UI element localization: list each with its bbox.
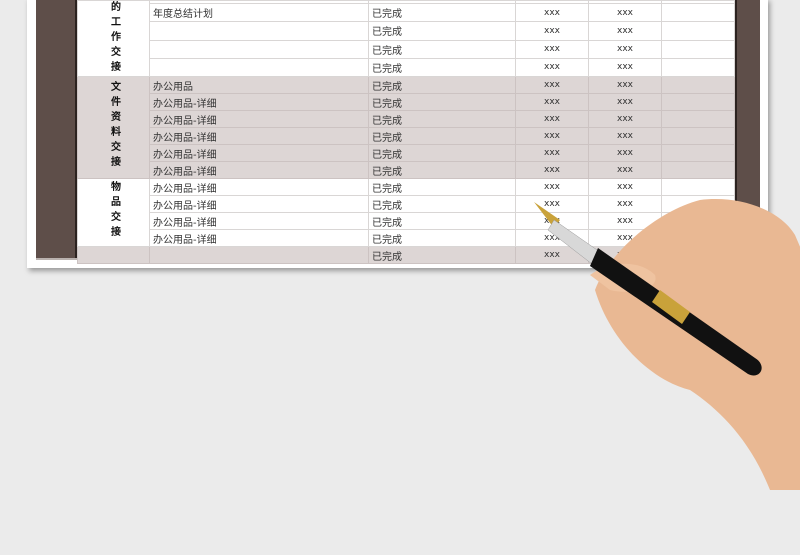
item-cell[interactable]: 办公用品-详细	[149, 178, 369, 196]
handover-table: 的工作交接 年度总结计划 已完成 xxx xxx 已完成 xxx xxx 已完成 xxx xxx 已完…	[77, 0, 735, 264]
item-cell[interactable]: 办公用品-详细	[149, 127, 369, 145]
table-row: 文件资料交接 办公用品 已完成 xxx xxx	[77, 76, 735, 179]
status-cell[interactable]: 已完成	[368, 21, 516, 41]
value-cell[interactable]: xxx	[588, 93, 662, 111]
value-cell[interactable]: xxx	[588, 127, 662, 145]
item-cell[interactable]: 办公用品-详细	[149, 144, 369, 162]
item-cell[interactable]: 办公用品-详细	[149, 229, 369, 247]
status-cell[interactable]: 已完成	[368, 93, 516, 111]
pen-band	[652, 290, 690, 324]
status-cell[interactable]: 已完成	[368, 39, 516, 59]
item-cell[interactable]	[149, 246, 369, 264]
status-cell[interactable]: 已完成	[368, 161, 516, 179]
pen-grip	[547, 219, 601, 265]
status-cell[interactable]: 已完成	[368, 110, 516, 128]
value-cell[interactable]: xxx	[515, 161, 589, 179]
value-cell[interactable]: xxx	[515, 127, 589, 145]
status-cell[interactable]: 已完成	[368, 178, 516, 196]
right-frame	[735, 0, 760, 210]
status-cell[interactable]: 已完成	[368, 144, 516, 162]
value-cell[interactable]: xxx	[588, 39, 662, 59]
status-cell[interactable]: 已完成	[368, 57, 516, 78]
item-cell[interactable]	[149, 39, 369, 59]
value-cell[interactable]: xxx	[588, 21, 662, 41]
value-cell[interactable]: xxx	[588, 57, 662, 78]
value-cell[interactable]: xxx	[515, 57, 589, 78]
status-cell[interactable]: 已完成	[368, 76, 516, 94]
category-cell[interactable]: 文件资料交接	[77, 76, 150, 179]
empty-cell[interactable]	[661, 110, 735, 128]
item-cell[interactable]: 办公用品-详细	[149, 110, 369, 128]
category-cell[interactable]	[77, 246, 150, 264]
item-cell[interactable]: 办公用品-详细	[149, 161, 369, 179]
status-cell[interactable]: 已完成	[368, 246, 516, 264]
status-cell[interactable]: 已完成	[368, 127, 516, 145]
value-cell[interactable]: xxx	[515, 110, 589, 128]
empty-cell[interactable]	[661, 57, 735, 78]
status-cell[interactable]: 已完成	[368, 229, 516, 247]
value-cell[interactable]: xxx	[588, 161, 662, 179]
hand-holding-pen-image	[534, 199, 800, 490]
category-label: 文件资料交接	[108, 81, 120, 171]
value-cell[interactable]: xxx	[515, 3, 589, 23]
hand-shape	[595, 199, 800, 490]
value-cell[interactable]: xxx	[515, 93, 589, 111]
value-cell[interactable]: xxx	[515, 246, 589, 264]
status-cell[interactable]: 已完成	[368, 3, 516, 23]
value-cell[interactable]: xxx	[588, 110, 662, 128]
empty-cell[interactable]	[661, 39, 735, 59]
value-cell[interactable]: xxx	[515, 144, 589, 162]
category-label: 的工作交接	[108, 1, 120, 76]
item-cell[interactable]: 办公用品-详细	[149, 93, 369, 111]
category-cell[interactable]: 的工作交接	[77, 0, 150, 77]
table-row: 年度总结计划 已完成 xxx xxx	[78, 3, 735, 23]
empty-cell[interactable]	[661, 161, 735, 179]
item-cell[interactable]	[149, 57, 369, 78]
item-cell[interactable]: 办公用品	[149, 76, 369, 94]
item-cell[interactable]: 办公用品-详细	[149, 195, 369, 213]
status-cell[interactable]: 已完成	[368, 195, 516, 213]
table-row: 的工作交接	[77, 0, 735, 77]
item-cell[interactable]: 办公用品-详细	[149, 212, 369, 230]
value-cell[interactable]: xxx	[515, 21, 589, 41]
empty-cell[interactable]	[661, 93, 735, 111]
empty-cell[interactable]	[661, 0, 735, 5]
empty-cell[interactable]	[661, 127, 735, 145]
value-cell[interactable]: xxx	[515, 39, 589, 59]
empty-cell[interactable]	[661, 76, 735, 94]
empty-cell[interactable]	[661, 144, 735, 162]
item-cell[interactable]	[149, 21, 369, 41]
value-cell[interactable]: xxx	[588, 144, 662, 162]
item-cell[interactable]: 年度总结计划	[149, 3, 369, 23]
value-cell[interactable]: xxx	[588, 3, 662, 23]
empty-cell[interactable]	[661, 3, 735, 23]
category-cell[interactable]: 物品交接	[77, 178, 150, 247]
value-cell[interactable]: xxx	[588, 76, 662, 94]
left-frame	[36, 0, 77, 260]
table-row: 物品交接 办公用品-详细 已完成 xxx xxx	[77, 178, 735, 247]
category-label: 物品交接	[108, 181, 120, 241]
value-cell[interactable]: xxx	[515, 76, 589, 94]
status-cell[interactable]: 已完成	[368, 212, 516, 230]
empty-cell[interactable]	[661, 21, 735, 41]
